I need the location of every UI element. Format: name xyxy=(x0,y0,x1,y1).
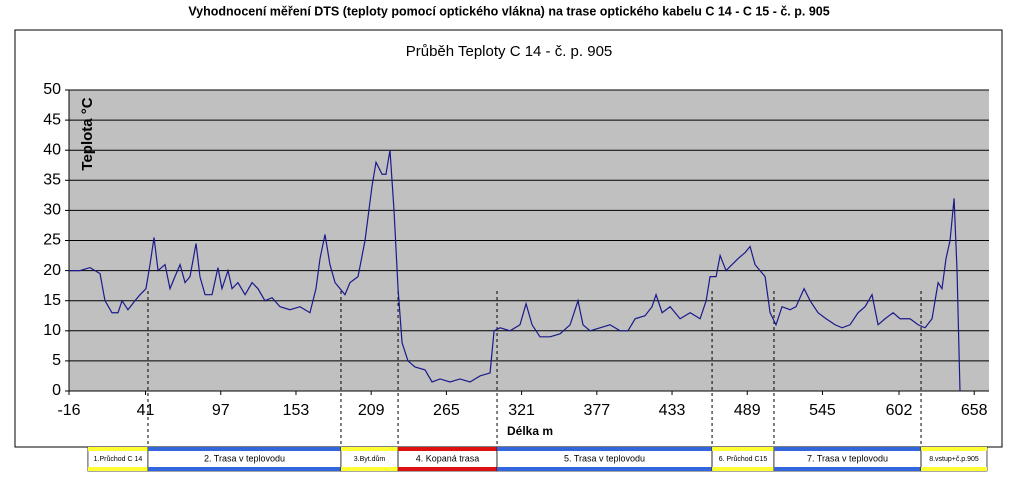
x-tick-label: -16 xyxy=(57,402,80,419)
x-tick-label: 545 xyxy=(809,402,836,419)
y-tick-label: 35 xyxy=(43,172,61,189)
y-tick-label: 15 xyxy=(43,292,61,309)
plot-area: 0 5 10 15 20 25 30 35 40 45 50 -16 41 97 153 209 265 321 3… xyxy=(43,81,989,447)
section-stripe xyxy=(497,447,713,451)
section-stripe xyxy=(87,467,148,471)
section-label: 8.vstup+č.p.905 xyxy=(929,456,979,463)
y-tick-label: 45 xyxy=(43,111,61,128)
section-label: 2. Trasa v teplovodu xyxy=(204,453,285,463)
section-stripe xyxy=(921,447,987,451)
section-label: 5. Trasa v teplovodu xyxy=(564,453,645,463)
section-label: 1.Průchod C 14 xyxy=(94,455,143,463)
section-label: 4. Kopaná trasa xyxy=(416,453,480,463)
y-tick-label: 25 xyxy=(43,232,61,249)
x-tick-label: 265 xyxy=(433,402,460,419)
x-tick-label: 602 xyxy=(886,402,913,419)
section-label: 7. Trasa v teplovodu xyxy=(807,453,888,463)
x-tick-label: 433 xyxy=(659,402,686,419)
section-stripe xyxy=(773,447,922,451)
x-tick-label: 489 xyxy=(734,402,761,419)
y-axis-label: Teplota °C xyxy=(79,97,96,170)
x-axis-label: Délka m xyxy=(507,424,553,438)
x-tick-label: 41 xyxy=(137,402,155,419)
section-stripe xyxy=(398,467,498,471)
x-tick-label: 209 xyxy=(358,402,385,419)
section-stripe xyxy=(712,447,774,451)
page-title: Vyhodnocení měření DTS (teploty pomocí o… xyxy=(188,4,829,18)
x-tick-label: 153 xyxy=(283,402,310,419)
section-stripe xyxy=(147,447,341,451)
section-stripe xyxy=(87,447,148,451)
x-tick-label: 97 xyxy=(212,402,230,419)
section-stripe xyxy=(712,467,774,471)
y-tick-label: 30 xyxy=(43,202,61,219)
x-tick-label: 658 xyxy=(961,402,988,419)
y-tick-label: 40 xyxy=(43,141,61,158)
section-stripe xyxy=(398,447,498,451)
temperature-line xyxy=(69,150,961,392)
section-label: 6. Průchod C15 xyxy=(719,455,768,463)
y-tick-label: 5 xyxy=(52,352,61,369)
section-stripe xyxy=(147,467,341,471)
section-stripe xyxy=(497,467,713,471)
y-tick-label: 50 xyxy=(43,81,61,98)
x-tick-label: 377 xyxy=(583,402,610,419)
y-tick-label: 10 xyxy=(43,322,61,339)
section-stripe xyxy=(773,467,922,471)
section-stripe xyxy=(340,467,399,471)
y-tick-label: 0 xyxy=(52,382,61,399)
y-tick-label: 20 xyxy=(43,262,61,279)
section-stripe xyxy=(921,467,987,471)
chart-title: Průběh Teploty C 14 - č. p. 905 xyxy=(406,43,613,60)
section-label: 3.Byt.dům xyxy=(354,455,386,463)
section-stripe xyxy=(340,447,399,451)
x-tick-label: 321 xyxy=(508,402,535,419)
